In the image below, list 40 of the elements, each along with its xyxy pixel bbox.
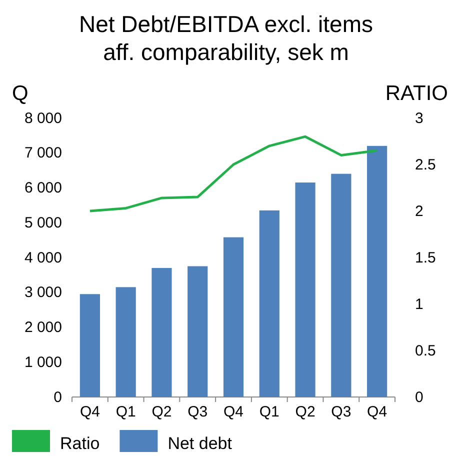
chart-title: Net Debt/EBITDA excl. items aff. comparability, sek m	[79, 11, 373, 65]
y-tick-label: 4 000	[24, 249, 62, 266]
bar	[80, 294, 100, 397]
legend-label: Ratio	[60, 434, 100, 453]
x-tick-label: Q1	[259, 404, 280, 421]
x-tick-label: Q3	[188, 404, 208, 421]
x-tick-label: Q3	[331, 404, 352, 421]
x-tick-label: Q4	[367, 404, 388, 421]
y2-tick-label: 2	[415, 202, 424, 220]
bar	[331, 174, 352, 397]
y-tick-label: 3 000	[24, 284, 62, 302]
y2-tick-label: 0.5	[415, 342, 436, 360]
bar	[188, 266, 208, 397]
y-tick-label: 7 000	[24, 144, 62, 162]
y-tick-label: 8 000	[24, 110, 62, 127]
bar	[367, 146, 388, 397]
y-tick-label: 2 000	[24, 319, 62, 336]
bar	[259, 210, 280, 397]
line-series	[88, 135, 378, 212]
y2-tick-label: 1	[415, 296, 424, 313]
y-axis-title: Q	[12, 82, 28, 105]
y-tick-label: 1 000	[24, 354, 62, 371]
bar	[116, 287, 136, 397]
bar	[152, 268, 172, 397]
x-tick-label: Q4	[223, 404, 244, 421]
y-tick-label: 5 000	[24, 214, 62, 232]
y2-axis-title: RATIO	[385, 82, 448, 105]
y2-tick-label: 2.5	[415, 156, 436, 174]
x-tick-label: Q1	[116, 404, 136, 421]
x-tick-label: Q2	[152, 404, 172, 421]
y2-tick-label: 1.5	[415, 249, 436, 266]
x-tick-label: Q2	[295, 404, 316, 421]
legend-label: Net debt	[168, 434, 232, 453]
bar	[295, 182, 316, 397]
x-tick-label: Q4	[80, 404, 100, 421]
y2-tick-label: 0	[415, 388, 424, 406]
y-tick-label: 0	[54, 388, 62, 406]
bar	[223, 237, 244, 397]
y2-tick-label: 3	[415, 110, 424, 127]
y-tick-label: 6 000	[24, 180, 62, 197]
